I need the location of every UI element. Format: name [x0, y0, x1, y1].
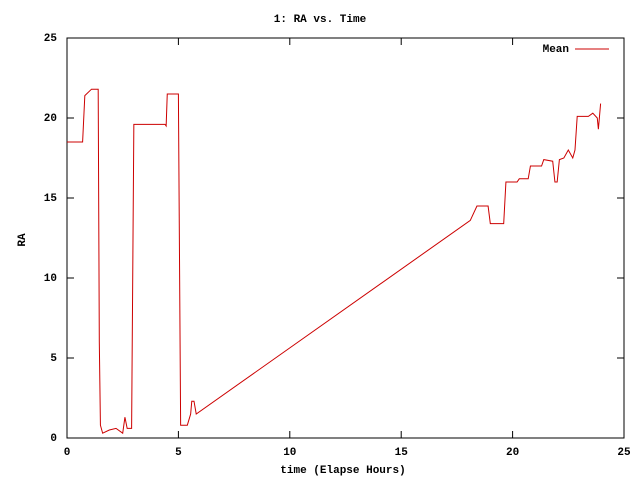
x-tick-label: 20: [506, 447, 519, 459]
data-line: [67, 88, 602, 435]
y-tick-label: 10: [44, 273, 57, 285]
x-axis-label: time (Elapse Hours): [280, 465, 405, 477]
x-tick-label: 5: [175, 447, 182, 459]
plot-border: [66, 37, 625, 439]
x-tick-label: 15: [395, 447, 409, 459]
x-tick-label: 25: [617, 447, 631, 459]
y-axis-label: RA: [17, 233, 29, 247]
chart-title: 1: RA vs. Time: [274, 14, 367, 26]
y-tick-label: 25: [44, 33, 58, 45]
x-tick-label: 10: [283, 447, 296, 459]
y-tick-label: 20: [44, 113, 57, 125]
x-tick-label: 0: [64, 447, 71, 459]
y-tick-label: 0: [50, 433, 57, 445]
y-tick-label: 15: [44, 193, 58, 205]
y-tick-label: 5: [50, 353, 57, 365]
legend-label: Mean: [543, 44, 569, 56]
